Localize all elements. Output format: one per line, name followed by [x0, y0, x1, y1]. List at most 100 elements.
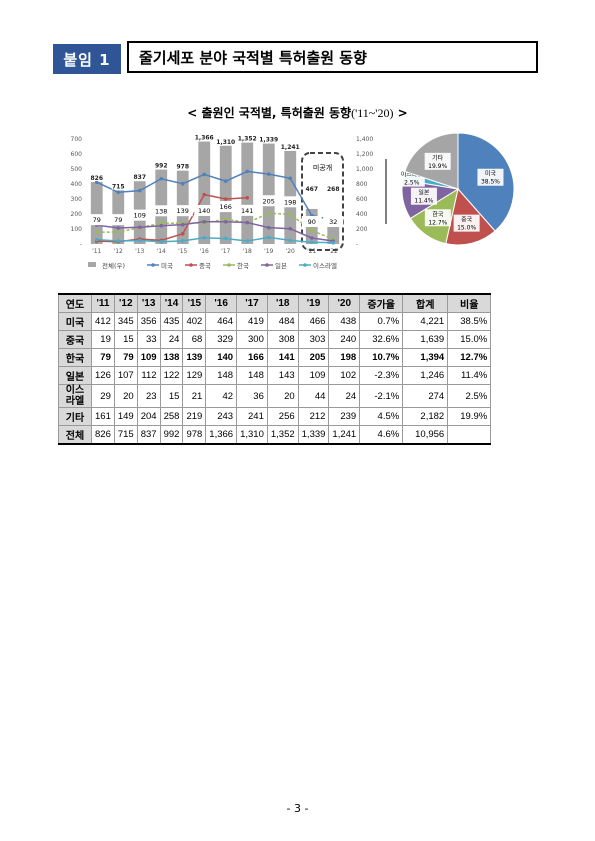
- line-일본: [96, 221, 334, 242]
- table-cell: 4,221: [402, 312, 449, 331]
- table-row: 한국 79 79 109 138 139 140 166 141 205 198 10.7% 1,394…: [58, 348, 492, 367]
- table-cell: 205: [297, 348, 330, 367]
- table-header-cell: '18: [266, 293, 299, 313]
- point-미국: [137, 188, 142, 193]
- point-일본: [309, 236, 314, 240]
- table-cell: 139: [182, 348, 207, 367]
- y-left-tick: 100: [71, 226, 83, 233]
- y-left-tick: 600: [71, 151, 83, 158]
- table-cell: 2,182: [402, 407, 449, 426]
- point-한국: [94, 230, 99, 234]
- table-cell: 256: [266, 407, 299, 426]
- table-cell: 122: [159, 366, 184, 385]
- line-미국: [96, 170, 334, 221]
- point-미국: [223, 179, 228, 183]
- legend-marker: [189, 263, 193, 267]
- total-label: 268: [327, 186, 340, 193]
- table-cell: 0.7%: [359, 312, 404, 331]
- chart-title-main: < 출원인 국적별, 특허출원 동향: [187, 106, 352, 120]
- row-header: 기타: [58, 407, 92, 426]
- table-cell: 138: [159, 348, 184, 367]
- pie-label-pct: 38.5%: [481, 179, 500, 186]
- table-cell: 24: [159, 330, 184, 349]
- table-cell: 274: [402, 384, 449, 408]
- bar-total: [219, 145, 232, 244]
- bar-total: [90, 182, 103, 244]
- table-cell: 141: [266, 348, 299, 367]
- table-cell: 10,956: [402, 425, 449, 445]
- table-cell: 978: [182, 425, 207, 445]
- table-cell: 107: [113, 366, 138, 385]
- point-이스라엘: [245, 239, 250, 243]
- korea-label: 166: [220, 203, 232, 211]
- y-right-tick: 800: [356, 181, 368, 188]
- total-label: 992: [155, 163, 168, 170]
- korea-label: 139: [177, 207, 189, 215]
- table-cell: 15.0%: [447, 330, 492, 349]
- annotation-label: 미공개: [313, 163, 332, 172]
- table-header-cell: '16: [205, 293, 238, 313]
- korea-label-bg: [258, 195, 279, 207]
- x-tick: '19: [264, 248, 273, 255]
- point-미국: [116, 190, 121, 195]
- total-label: 467: [305, 186, 318, 193]
- table-cell: 356: [136, 312, 161, 331]
- point-이스라엘: [94, 237, 99, 242]
- korea-label: 140: [198, 207, 210, 215]
- total-label: 1,339: [259, 137, 278, 144]
- table-row: 중국 19 15 33 24 68 329 300 308 303 240 32.6% 1,639 15.…: [58, 330, 492, 349]
- table-cell: 140: [205, 348, 238, 367]
- point-일본: [202, 220, 207, 224]
- table-cell: 109: [297, 366, 330, 385]
- table-cell: 79: [91, 348, 115, 367]
- y-left-tick: 700: [71, 136, 83, 143]
- table-cell: 1,246: [402, 366, 449, 385]
- table-header-row: 연도 '11'12'13'14'15'16'17'18'19'20 증가율 합계 비율: [58, 293, 492, 313]
- korea-label: 79: [93, 216, 101, 224]
- korea-label-bg: [215, 201, 236, 213]
- point-이스라엘: [137, 238, 142, 243]
- table-cell: 241: [236, 407, 268, 426]
- y-right-tick: 1,400: [356, 136, 373, 143]
- table-cell: 198: [328, 348, 361, 367]
- total-label: 1,366: [195, 135, 214, 142]
- point-중국: [223, 197, 228, 201]
- point-미국: [266, 172, 271, 176]
- korea-label: 109: [134, 212, 146, 220]
- table-cell: 33: [136, 330, 161, 349]
- bar-total: [241, 142, 254, 244]
- table-header-cell: '13: [136, 293, 161, 313]
- table-cell: 42: [205, 384, 238, 408]
- pie-label-name: 미국: [485, 170, 497, 178]
- table-cell: 300: [236, 330, 268, 349]
- total-label: 1,241: [281, 144, 300, 151]
- table-cell: 79: [113, 348, 138, 367]
- point-이스라엘: [223, 236, 228, 241]
- point-이스라엘: [180, 239, 185, 243]
- table-cell: 1,394: [402, 348, 449, 367]
- table-cell: 1,366: [205, 425, 238, 445]
- page-title: 줄기세포 분야 국적별 특허출원 동향: [127, 41, 538, 73]
- table-cell: [447, 425, 492, 445]
- korea-label-bg: [151, 205, 172, 217]
- table-cell: 29: [91, 384, 115, 408]
- point-이스라엘: [159, 239, 164, 244]
- korea-label-bg: [301, 216, 322, 227]
- x-tick: '17: [221, 248, 230, 255]
- point-한국: [288, 212, 293, 217]
- legend-label: 중국: [199, 262, 211, 270]
- point-중국: [245, 196, 250, 200]
- table-cell: -2.3%: [359, 366, 404, 385]
- table-header-cell: 비율: [447, 293, 492, 313]
- korea-label-bg: [323, 216, 344, 227]
- point-미국: [180, 181, 185, 186]
- table-cell: 148: [236, 366, 268, 385]
- table-cell: 992: [159, 425, 184, 445]
- point-이스라엘: [331, 241, 336, 245]
- total-label: 837: [133, 174, 146, 181]
- table-cell: 484: [266, 312, 299, 331]
- legend-marker: [303, 263, 307, 267]
- y-left-tick: -: [80, 241, 82, 248]
- pie-label-name: 한국: [432, 211, 444, 218]
